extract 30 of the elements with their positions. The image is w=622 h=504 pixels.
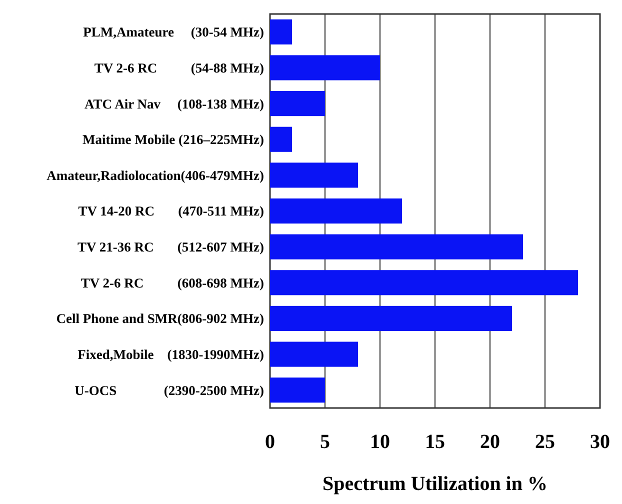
y-tick-label: PLM,Amateure (30-54 MHz)	[83, 24, 264, 40]
y-tick-label: TV 2-6 RC (54-88 MHz)	[94, 60, 264, 76]
y-tick-label: Maitime Mobile (216–225MHz)	[82, 132, 264, 148]
y-tick-label: TV 2-6 RC (608-698 MHz)	[80, 275, 264, 290]
bar	[270, 162, 358, 188]
x-tick-label: 10	[370, 431, 390, 453]
bar	[270, 342, 358, 367]
bar	[270, 19, 292, 44]
bar	[270, 55, 380, 80]
y-tick-label: Fixed,Mobile (1830-1990MHz)	[78, 347, 264, 362]
bar	[270, 378, 325, 403]
x-tick-label: 0	[265, 431, 275, 453]
bar	[270, 234, 523, 260]
x-tick-label: 15	[425, 431, 445, 453]
bar	[270, 91, 325, 116]
bar	[270, 270, 578, 296]
y-tick-label: ATC Air Nav (108-138 MHz)	[84, 96, 264, 112]
x-tick-label: 20	[480, 431, 500, 453]
y-tick-label: Cell Phone and SMR(806-902 MHz)	[56, 311, 264, 326]
x-tick-label: 25	[535, 431, 555, 453]
x-tick-label: 30	[590, 431, 610, 453]
y-tick-label: TV 21-36 RC (512-607 MHz)	[78, 240, 264, 255]
x-axis-title: Spectrum Utilization in %	[322, 473, 548, 495]
x-tick-label: 5	[320, 431, 330, 453]
y-tick-label: TV 14-20 RC (470-511 MHz)	[78, 204, 264, 219]
y-tick-label: U-OCS (2390-2500 MHz)	[74, 382, 264, 398]
bar	[270, 126, 292, 152]
bar	[270, 306, 512, 331]
bar	[270, 198, 402, 224]
y-tick-label: Amateur,Radiolocation(406-479MHz)	[46, 168, 264, 183]
